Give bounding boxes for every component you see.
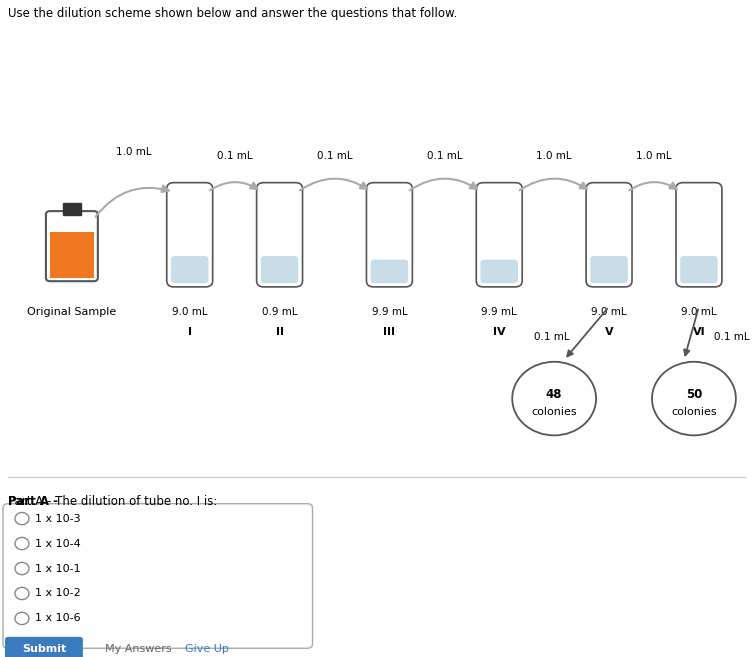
Text: V: V [605, 327, 614, 337]
Text: 1.0 mL: 1.0 mL [636, 151, 672, 161]
Text: 0.1 mL: 0.1 mL [534, 332, 569, 342]
FancyBboxPatch shape [256, 183, 302, 287]
Text: Part A - The dilution of tube no. I is:: Part A - The dilution of tube no. I is: [8, 495, 217, 508]
Circle shape [15, 537, 29, 550]
FancyArrowPatch shape [520, 179, 587, 191]
Text: Give Up: Give Up [185, 644, 228, 654]
FancyBboxPatch shape [261, 256, 299, 283]
Text: I: I [188, 327, 192, 337]
Text: IV: IV [493, 327, 505, 337]
Text: 1.0 mL: 1.0 mL [116, 147, 152, 157]
FancyBboxPatch shape [590, 256, 628, 283]
FancyBboxPatch shape [480, 260, 518, 283]
Text: Use the dilution scheme shown below and answer the questions that follow.: Use the dilution scheme shown below and … [8, 7, 457, 20]
FancyBboxPatch shape [3, 504, 312, 648]
FancyBboxPatch shape [50, 232, 93, 278]
Text: 0.1 mL: 0.1 mL [217, 151, 253, 161]
FancyArrowPatch shape [300, 179, 367, 191]
Text: 0.1 mL: 0.1 mL [317, 151, 352, 161]
Text: Submit: Submit [22, 644, 66, 654]
Bar [63, 203, 81, 215]
Text: II: II [275, 327, 284, 337]
Text: colonies: colonies [532, 407, 577, 417]
Text: 1 x 10-6: 1 x 10-6 [35, 614, 81, 623]
Text: 48: 48 [546, 388, 562, 401]
Text: 9.9 mL: 9.9 mL [372, 307, 407, 317]
Text: VI: VI [693, 327, 705, 337]
Text: 0.1 mL: 0.1 mL [713, 332, 749, 342]
Text: 1 x 10-2: 1 x 10-2 [35, 589, 81, 599]
Text: 0.9 mL: 0.9 mL [262, 307, 297, 317]
FancyBboxPatch shape [586, 183, 632, 287]
FancyBboxPatch shape [477, 183, 523, 287]
Circle shape [15, 512, 29, 525]
Text: 1 x 10-1: 1 x 10-1 [35, 564, 81, 574]
Text: 9.0 mL: 9.0 mL [172, 307, 207, 317]
FancyArrowPatch shape [409, 179, 477, 191]
FancyBboxPatch shape [371, 260, 408, 283]
Circle shape [652, 362, 736, 436]
FancyBboxPatch shape [5, 637, 83, 657]
Circle shape [15, 612, 29, 625]
FancyBboxPatch shape [680, 256, 718, 283]
Text: Part A -: Part A - [8, 495, 58, 508]
Text: 1 x 10-4: 1 x 10-4 [35, 539, 81, 549]
Text: 50: 50 [685, 388, 702, 401]
Text: 9.0 mL: 9.0 mL [681, 307, 717, 317]
Text: III: III [383, 327, 395, 337]
Circle shape [15, 587, 29, 600]
Text: 1 x 10-3: 1 x 10-3 [35, 514, 81, 524]
Text: Original Sample: Original Sample [27, 307, 117, 317]
FancyArrowPatch shape [210, 182, 257, 191]
Text: 0.1 mL: 0.1 mL [427, 151, 462, 161]
FancyBboxPatch shape [167, 183, 213, 287]
Text: 1.0 mL: 1.0 mL [536, 151, 572, 161]
Text: My Answers: My Answers [105, 644, 171, 654]
FancyBboxPatch shape [171, 256, 209, 283]
FancyArrowPatch shape [630, 182, 676, 191]
FancyBboxPatch shape [676, 183, 722, 287]
FancyArrowPatch shape [96, 185, 169, 217]
Circle shape [512, 362, 596, 436]
Text: colonies: colonies [671, 407, 717, 417]
Text: 9.9 mL: 9.9 mL [481, 307, 517, 317]
Circle shape [15, 562, 29, 575]
FancyBboxPatch shape [366, 183, 412, 287]
Text: 9.0 mL: 9.0 mL [591, 307, 627, 317]
